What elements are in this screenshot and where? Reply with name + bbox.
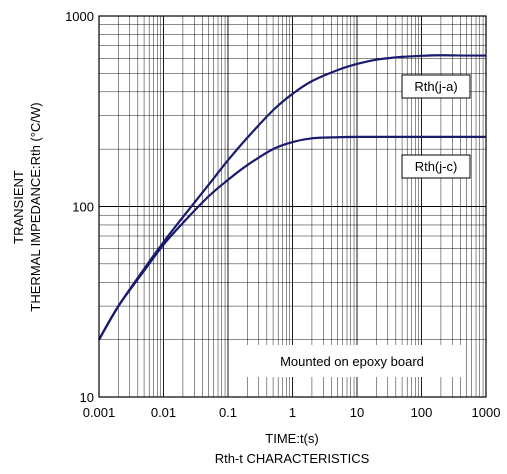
y-axis-label-line2: THERMAL IMPEDANCE:Rth (°C/W) xyxy=(28,102,43,311)
x-tick-label: 100 xyxy=(411,405,433,420)
x-axis-label: TIME:t(s) xyxy=(265,431,318,446)
y-tick-label: 10 xyxy=(80,390,94,405)
legend-rth-jc-box xyxy=(401,154,471,179)
series-line-rth-jc xyxy=(98,135,486,341)
legend-rth-jc: Rth(j-c) xyxy=(401,154,471,179)
y-tick-label: 1000 xyxy=(65,9,94,24)
x-tick-label: 0.1 xyxy=(219,405,237,420)
x-tick-label: 10 xyxy=(350,405,364,420)
series-layer xyxy=(98,54,487,341)
x-tick-label: 0.001 xyxy=(83,405,116,420)
y-tick-label: 100 xyxy=(72,200,94,215)
annotation-box xyxy=(238,345,466,377)
grid xyxy=(98,16,486,398)
legend-rth-ja: Rth(j-a) xyxy=(401,74,471,99)
y-tick-labels: 10 100 1000 xyxy=(65,9,94,405)
series-line-rth-ja xyxy=(98,54,487,341)
x-tick-label: 1000 xyxy=(472,405,501,420)
x-tick-label: 1 xyxy=(289,405,296,420)
legend-rth-ja-box xyxy=(401,74,471,99)
x-tick-labels: 0.001 0.01 0.1 1 10 100 1000 xyxy=(83,405,501,420)
plot-frame xyxy=(98,15,487,398)
legend-rth-jc-label: Rth(j-c) xyxy=(415,159,458,174)
legend-rth-ja-label: Rth(j-a) xyxy=(414,79,457,94)
x-tick-label: 0.01 xyxy=(151,405,176,420)
annotation-text: Mounted on epoxy board xyxy=(280,354,424,369)
y-axis-label-line1: TRANSIENT xyxy=(11,170,26,244)
chart-title: Rth-t CHARACTERISTICS xyxy=(215,451,370,466)
